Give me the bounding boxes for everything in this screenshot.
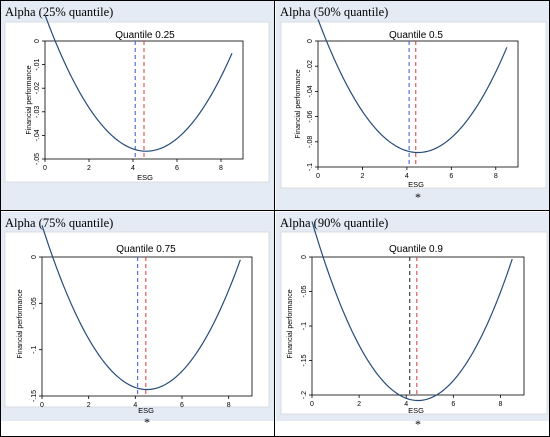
series-line	[317, 19, 508, 154]
y-tick-label: -.15	[31, 390, 38, 402]
series-line	[311, 221, 513, 402]
panel-header: Alpha (25% quantile)	[5, 5, 113, 19]
x-axis-label: ESG	[408, 406, 424, 415]
y-tick-label: -.1	[301, 322, 308, 330]
chart-panel-3: Alpha (75% quantile)Quantile 0.750 2 4 6 80-…	[1, 212, 274, 429]
y-tick-label: 0	[307, 39, 314, 43]
y-tick-label: -.05	[31, 297, 38, 309]
plot-area	[311, 256, 525, 396]
x-tick-label: 2	[87, 402, 91, 409]
x-tick-label: 2	[87, 165, 91, 172]
x-tick-label: 4	[405, 173, 409, 180]
chart-panel-1: Alpha (25% quantile)Quantile 0.250 2 4 6 80-…	[1, 1, 274, 210]
y-tick-label: -.05	[34, 153, 41, 165]
y-axis-label: Financial performance	[295, 69, 302, 138]
plot-area	[317, 40, 519, 168]
y-tick-label: -.04	[307, 85, 314, 97]
plot-area	[41, 256, 253, 397]
x-tick-label: 2	[357, 401, 361, 408]
y-tick-label: -.15	[301, 354, 308, 366]
panel-footnote: *	[144, 415, 150, 429]
x-axis-label: ESG	[408, 180, 424, 189]
chart-title: Quantile 0.5	[389, 30, 443, 41]
panel-header: Alpha (50% quantile)	[280, 5, 388, 19]
panel-header: Alpha (90% quantile)	[280, 216, 388, 230]
y-tick-label: -.1	[31, 345, 38, 353]
panel-footnote: *	[415, 190, 421, 204]
x-tick-label: 2	[360, 173, 364, 180]
x-tick-label: 8	[494, 173, 498, 180]
x-tick-label: 4	[131, 165, 135, 172]
x-tick-label: 0	[40, 402, 44, 409]
x-tick-label: 4	[133, 402, 137, 409]
x-tick-label: 6	[175, 165, 179, 172]
chart-panel-4: Alpha (90% quantile)Quantile 0.90 2 4 6 80-.…	[276, 212, 549, 431]
x-tick-label: 8	[227, 402, 231, 409]
y-tick-label: -.04	[34, 129, 41, 141]
chart-title: Quantile 0.75	[116, 244, 176, 255]
series-line	[44, 14, 233, 152]
y-tick-label: -.08	[307, 136, 314, 148]
x-tick-label: 0	[316, 173, 320, 180]
x-tick-label: 6	[451, 401, 455, 408]
y-tick-label: -.01	[34, 58, 41, 70]
x-axis-label: ESG	[138, 406, 154, 415]
y-tick-label: -.06	[307, 110, 314, 122]
x-axis-label: ESG	[137, 173, 153, 182]
x-tick-label: 8	[498, 401, 502, 408]
y-axis-label: Financial performance	[26, 65, 33, 134]
x-tick-label: 4	[404, 401, 408, 408]
y-tick-label: -.02	[34, 82, 41, 94]
y-tick-label: -.2	[301, 391, 308, 399]
chart-title: Quantile 0.25	[115, 30, 175, 41]
y-tick-label: 0	[301, 255, 308, 259]
y-axis-label: Financial performance	[287, 289, 294, 358]
y-tick-label: -.1	[307, 163, 314, 171]
y-tick-label: 0	[34, 39, 41, 43]
y-tick-label: -.02	[307, 60, 314, 72]
panel-footnote: *	[415, 417, 421, 431]
x-tick-label: 6	[449, 173, 453, 180]
x-tick-label: 0	[43, 165, 47, 172]
chart-title: Quantile 0.9	[389, 244, 443, 255]
x-tick-label: 6	[180, 402, 184, 409]
chart-panel-2: Alpha (50% quantile)Quantile 0.50 2 4 6 80-.…	[276, 1, 549, 210]
x-tick-label: 8	[219, 165, 223, 172]
panel-header: Alpha (75% quantile)	[5, 216, 113, 230]
y-tick-label: -.05	[301, 285, 308, 297]
series-line	[41, 225, 241, 391]
x-tick-label: 0	[310, 401, 314, 408]
y-tick-label: -.03	[34, 106, 41, 118]
y-axis-label: Financial performance	[17, 289, 24, 358]
y-tick-label: 0	[31, 255, 38, 259]
